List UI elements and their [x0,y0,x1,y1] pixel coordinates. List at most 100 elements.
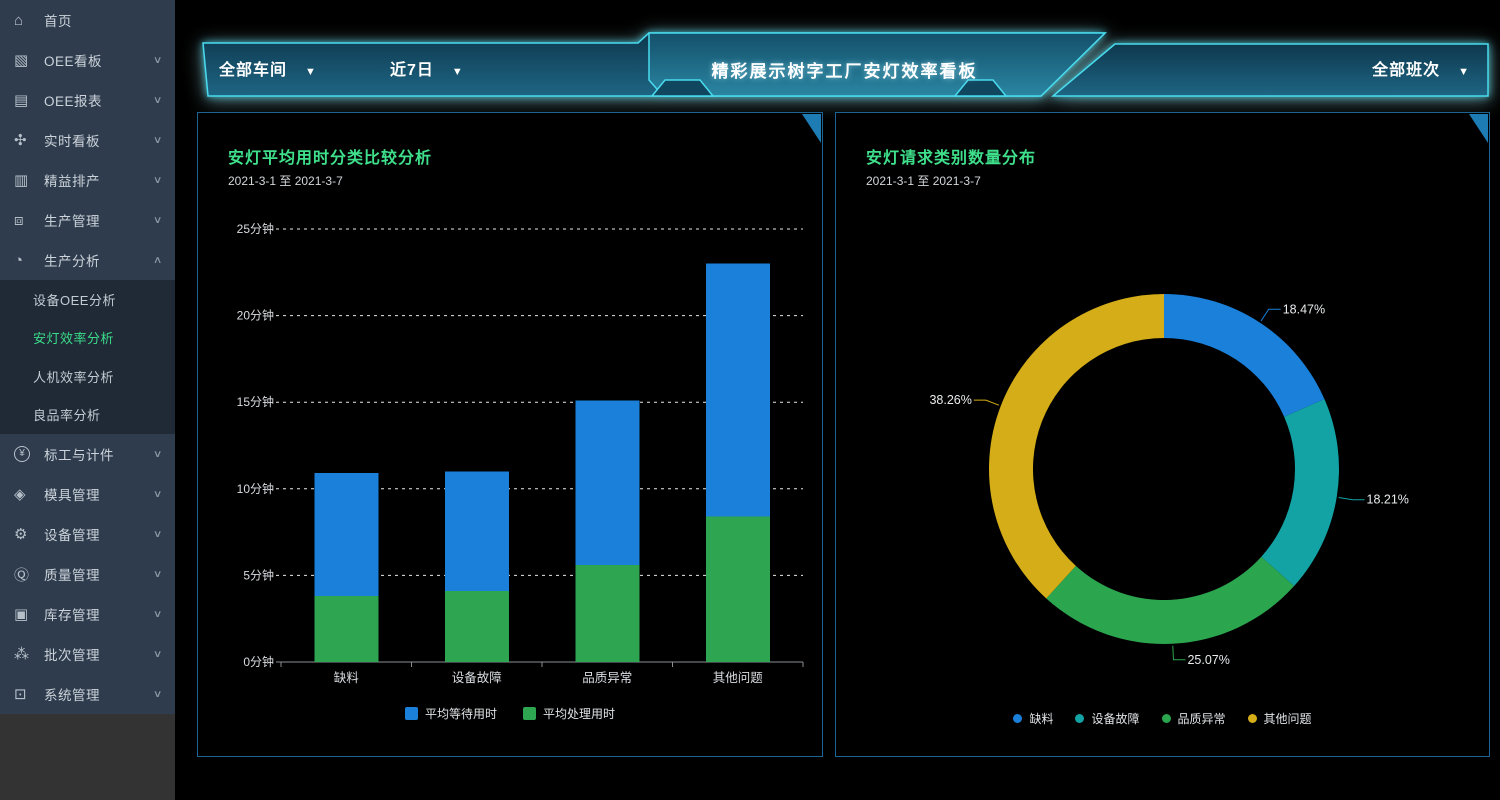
date-range-dropdown[interactable]: 近7日 ▼ [390,59,464,83]
chevron-down-icon: ∨ [152,54,163,66]
legend-item-缺料[interactable]: 缺料 [1013,710,1053,727]
pie-analysis-icon: ◔ [14,251,24,269]
donut-slice-缺料 [1164,294,1325,417]
donut-chart-title: 安灯请求类别数量分布 [866,150,1037,167]
donut-chart: 18.47% 18.21% 25.07% 38.26% [836,113,1489,756]
shift-filter-label: 全部班次 [1372,62,1441,79]
sidebar-item-label: 批次管理 [44,648,100,663]
percent-label: 18.47% [1283,302,1325,316]
chevron-down-icon: ∨ [152,688,163,700]
sidebar-item-inventory-mgmt[interactable]: ▣ 库存管理 ∨ [0,594,175,634]
y-axis-tick-label: 25分钟 [237,221,274,236]
legend-item-平均等待用时[interactable]: 平均等待用时 [404,705,497,722]
mold-icon: ◈ [14,486,26,503]
workshop-filter-label: 全部车间 [219,62,288,79]
sidebar-item-label: 生产分析 [44,254,100,269]
percent-leader-line [1338,496,1365,501]
sidebar-subitem-equipment-oee-analysis[interactable]: 设备OEE分析 [33,292,116,308]
x-axis-category-label: 其他问题 [713,671,764,685]
system-monitor-icon: ⊡ [14,686,27,703]
chevron-down-icon: ∨ [152,448,163,460]
percent-label: 38.26% [929,393,971,407]
bar-segment-process [705,516,770,662]
chevron-down-icon: ∨ [152,488,163,500]
percent-label: 18.21% [1367,493,1409,507]
chevron-down-icon: ∨ [152,648,163,660]
chevron-down-icon: ∨ [152,214,163,226]
stacked-bar-chart: 0分钟 5分钟 10分钟 15分钟 20分钟 25分钟 缺料 设备故障 品质异常 其他问题 [198,113,822,756]
andon-duration-panel: 安灯平均用时分类比较分析 2021-3-1 至 2021-3-7 0分钟 5分钟 1… [197,112,823,757]
bar-chart-legend: 平均等待用时 平均处理用时 [198,705,822,722]
donut-slice-品质异常 [1046,556,1294,644]
sidebar-item-production-analysis[interactable]: ◔ 生产分析 ∧ [0,240,175,280]
sidebar-item-piecework[interactable]: ¥ 标工与计件 ∨ [0,434,175,474]
inventory-box-icon: ▣ [14,606,29,623]
batch-nodes-icon: ⁂ [14,646,29,663]
legend-swatch [523,707,536,720]
sidebar-item-production-mgmt[interactable]: ⧈ 生产管理 ∨ [0,200,175,240]
legend-label: 设备故障 [1091,712,1140,726]
legend-dot [1013,714,1023,723]
sidebar-item-label: 精益排产 [44,174,100,189]
sidebar-item-label: OEE看板 [44,54,103,69]
legend-dot [1161,714,1171,723]
sidebar-item-equipment-mgmt[interactable]: ⚙ 设备管理 ∨ [0,514,175,554]
legend-label: 缺料 [1029,712,1054,726]
bar-segment-wait [575,400,640,566]
production-box-icon: ⧈ [14,211,24,229]
sidebar-item-label: 设备管理 [44,528,100,543]
bar-segment-process [575,565,640,662]
sidebar-subitem-andon-efficiency-analysis[interactable]: 安灯效率分析 [33,331,115,347]
x-axis-category-label: 缺料 [334,670,360,685]
shift-filter-dropdown[interactable]: 全部班次 ▼ [1372,59,1470,83]
donut-chart-svg: 18.47% 18.21% 25.07% 38.26% [929,294,1409,667]
legend-item-平均处理用时[interactable]: 平均处理用时 [523,705,615,722]
legend-item-设备故障[interactable]: 设备故障 [1075,710,1140,727]
sidebar: ⌂ 首页 ▧ OEE看板 ∨ ▤ OEE报表 ∨ ✣ 实时看板 ∨ ▥ 精益排产 ∨ ⧈ 生产管理 ∨ ◔ 生产分析… [0,0,175,800]
y-axis-tick-label: 15分钟 [237,394,274,409]
legend-item-品质异常[interactable]: 品质异常 [1161,710,1226,727]
sidebar-filler [0,714,175,800]
y-axis-tick-label: 10分钟 [237,481,274,496]
legend-label: 平均处理用时 [543,707,616,721]
legend-item-其他问题[interactable]: 其他问题 [1247,710,1312,727]
legend-swatch [404,707,418,720]
sidebar-item-label: 质量管理 [44,568,100,583]
sidebar-item-label: 生产管理 [44,214,100,229]
donut-slice-其他问题 [989,294,1164,599]
realtime-fan-icon: ✣ [14,132,27,149]
oee-dashboard-icon: ▧ [14,52,29,69]
sidebar-subitem-man-machine-analysis[interactable]: 人机效率分析 [33,369,115,385]
sidebar-submenu: 设备OEE分析 安灯效率分析 人机效率分析 良品率分析 [0,280,175,434]
sidebar-item-lean-scheduling[interactable]: ▥ 精益排产 ∨ [0,160,175,200]
sidebar-item-realtime-board[interactable]: ✣ 实时看板 ∨ [0,120,175,160]
donut-slice-设备故障 [1261,399,1339,587]
sidebar-item-quality-mgmt[interactable]: Ⓠ 质量管理 ∨ [0,554,175,594]
bar-segment-process [444,590,509,662]
date-range-label: 近7日 [390,62,434,79]
chevron-down-icon: ∨ [152,568,163,580]
chevron-down-icon: ∨ [152,528,163,540]
percent-label: 25.07% [1187,653,1229,667]
bar-chart-title: 安灯平均用时分类比较分析 [228,150,433,167]
sidebar-item-home[interactable]: ⌂ 首页 [0,0,175,40]
sidebar-item-label: 模具管理 [44,488,100,503]
dashboard-header: 全部车间 ▼ 近7日 ▼ 精彩展示树字工厂安灯效率看板 全部班次 ▼ [197,30,1492,100]
legend-label: 品质异常 [1177,712,1226,726]
sidebar-item-oee-board[interactable]: ▧ OEE看板 ∨ [0,40,175,80]
home-icon: ⌂ [14,11,24,29]
sidebar-item-label: 系统管理 [44,688,100,703]
sidebar-item-label: 标工与计件 [44,448,114,463]
sidebar-item-batch-mgmt[interactable]: ⁂ 批次管理 ∨ [0,634,175,674]
andon-category-panel: 安灯请求类别数量分布 2021-3-1 至 2021-3-7 18.47% 18.… [835,112,1490,757]
sidebar-item-mold-mgmt[interactable]: ◈ 模具管理 ∨ [0,474,175,514]
workshop-filter-dropdown[interactable]: 全部车间 ▼ [219,59,317,83]
equipment-icon: ⚙ [14,526,28,543]
main-content: 全部车间 ▼ 近7日 ▼ 精彩展示树字工厂安灯效率看板 全部班次 ▼ 安灯平均用… [175,0,1500,800]
sidebar-item-system-mgmt[interactable]: ⊡ 系统管理 ∨ [0,674,175,714]
x-axis-category-label: 设备故障 [452,670,502,685]
sidebar-subitem-yield-analysis[interactable]: 良品率分析 [33,408,101,424]
sidebar-item-oee-report[interactable]: ▤ OEE报表 ∨ [0,80,175,120]
yen-piecework-icon: ¥ [14,446,30,462]
